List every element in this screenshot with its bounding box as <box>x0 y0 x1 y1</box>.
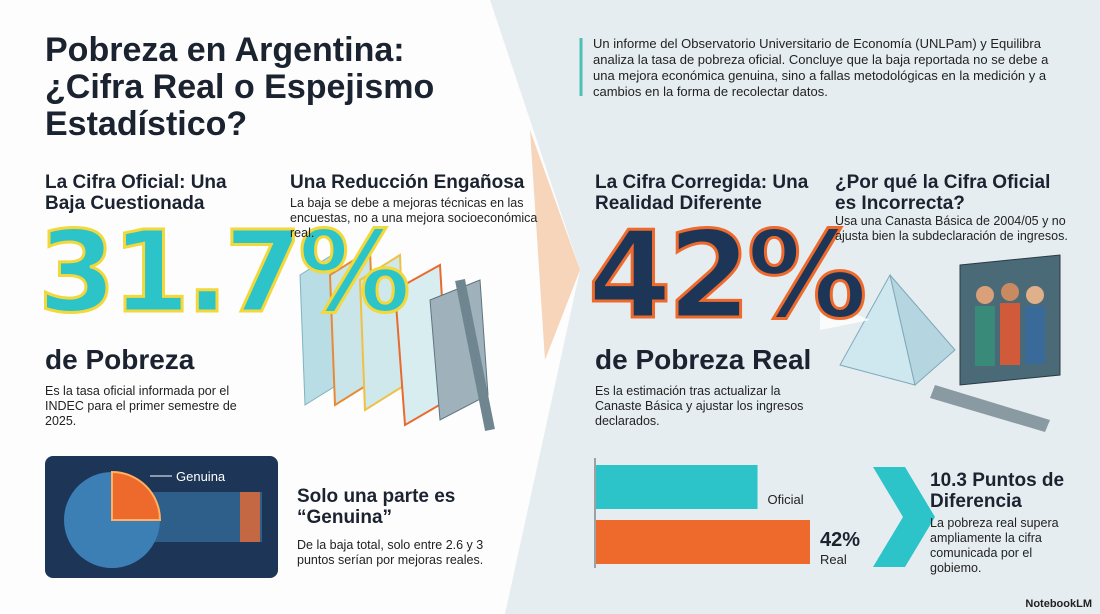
corrected-figure: 42% <box>586 207 868 346</box>
intro: Un informe del Observatorio Universitari… <box>593 36 1049 99</box>
chevron-edge <box>530 130 580 360</box>
section-heading: ¿Por qué la Cifra Oficial es Incorrecta? <box>835 172 1051 214</box>
slice-label: Genuina <box>176 469 226 484</box>
section-text: La pobreza real supera ampliamente la ci… <box>930 516 1059 575</box>
glass-panes-illustration <box>299 248 495 431</box>
title: Pobreza en Argentina: ¿Cifra Real o Espe… <box>45 31 435 143</box>
arrow-chevron <box>873 467 935 567</box>
section-heading: La Cifra Oficial: Una Baja Cuestionada <box>45 172 227 214</box>
section-heading: Solo una parte es “Genuina” <box>297 486 456 528</box>
prism-illustration <box>820 254 1061 432</box>
section-text: Es la tasa oficial informada por el INDE… <box>45 384 237 428</box>
section-heading: Una Reducción Engañosa <box>290 172 525 193</box>
bar-label: Oficial <box>768 492 804 507</box>
figure-caption: de Pobreza Real <box>595 344 812 375</box>
figure-caption: de Pobreza <box>45 344 195 375</box>
bar-label: Real <box>820 552 847 567</box>
brand: NotebookLM <box>1025 598 1092 610</box>
section-text: La baja se debe a mejoras técnicas en la… <box>290 196 538 240</box>
section-text: Usa una Canasta Básica de 2004/05 y no a… <box>835 214 1068 243</box>
section-heading: La Cifra Corregida: Una Realidad Diferen… <box>595 172 809 214</box>
bar <box>596 465 758 509</box>
section-text: Es la estimación tras actualizar la Cana… <box>595 384 804 428</box>
section-text: De la baja total, solo entre 2.6 y 3 pun… <box>297 538 484 567</box>
bar-value-label: 42% <box>820 529 860 551</box>
bar <box>596 520 810 564</box>
pie-card <box>45 456 278 578</box>
section-heading: 10.3 Puntos de Diferencia <box>930 470 1065 512</box>
official-figure: 31.7% <box>37 208 413 338</box>
